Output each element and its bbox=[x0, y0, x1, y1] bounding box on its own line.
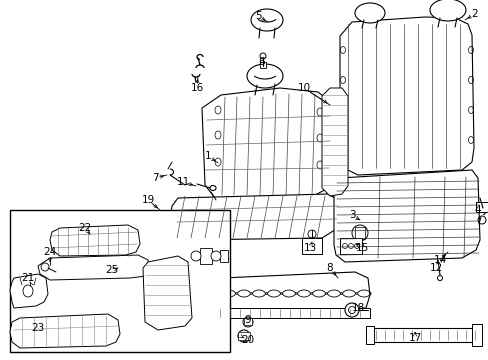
Ellipse shape bbox=[354, 3, 384, 23]
Text: 15: 15 bbox=[355, 243, 368, 253]
Text: 20: 20 bbox=[241, 335, 254, 345]
Text: 1: 1 bbox=[204, 151, 211, 161]
Bar bbox=[365, 326, 373, 344]
Bar bbox=[244, 318, 251, 325]
Bar bbox=[354, 227, 364, 239]
Bar bbox=[260, 62, 265, 68]
Ellipse shape bbox=[250, 9, 283, 31]
Ellipse shape bbox=[351, 225, 367, 241]
Polygon shape bbox=[10, 274, 48, 308]
Text: 24: 24 bbox=[43, 247, 57, 257]
Text: 19: 19 bbox=[141, 195, 154, 205]
Text: 9: 9 bbox=[244, 315, 251, 325]
Text: 14: 14 bbox=[432, 255, 446, 265]
Polygon shape bbox=[38, 255, 150, 280]
Bar bbox=[220, 250, 227, 262]
Text: 8: 8 bbox=[326, 263, 333, 273]
Ellipse shape bbox=[348, 306, 355, 314]
Bar bbox=[200, 248, 212, 264]
Text: 25: 25 bbox=[105, 265, 119, 275]
Ellipse shape bbox=[246, 64, 283, 88]
Ellipse shape bbox=[41, 263, 49, 271]
Polygon shape bbox=[202, 88, 331, 202]
Bar bbox=[238, 332, 249, 340]
Text: 12: 12 bbox=[428, 263, 442, 273]
Ellipse shape bbox=[238, 330, 249, 342]
Polygon shape bbox=[321, 88, 347, 196]
Polygon shape bbox=[170, 194, 339, 240]
Text: 10: 10 bbox=[297, 83, 310, 93]
Text: 2: 2 bbox=[471, 9, 477, 19]
Bar bbox=[10, 210, 229, 352]
Text: 3: 3 bbox=[348, 210, 355, 220]
Text: 17: 17 bbox=[407, 333, 421, 343]
Text: 11: 11 bbox=[176, 177, 189, 187]
Polygon shape bbox=[205, 272, 369, 315]
Text: 18: 18 bbox=[351, 303, 364, 313]
Text: 23: 23 bbox=[31, 323, 44, 333]
Bar bbox=[339, 238, 361, 254]
Polygon shape bbox=[10, 314, 120, 348]
Bar bbox=[302, 238, 321, 254]
Polygon shape bbox=[142, 256, 192, 330]
Ellipse shape bbox=[260, 53, 265, 59]
Text: 6: 6 bbox=[258, 57, 265, 67]
Bar bbox=[471, 324, 481, 346]
Text: 5: 5 bbox=[254, 11, 261, 21]
Ellipse shape bbox=[210, 251, 221, 261]
Text: 13: 13 bbox=[303, 243, 316, 253]
Bar bbox=[475, 202, 487, 212]
Polygon shape bbox=[339, 17, 473, 175]
Bar bbox=[215, 308, 369, 318]
Text: 4: 4 bbox=[474, 205, 480, 215]
Ellipse shape bbox=[243, 317, 252, 327]
Polygon shape bbox=[333, 170, 479, 262]
Text: 7: 7 bbox=[151, 173, 158, 183]
Ellipse shape bbox=[429, 0, 465, 21]
Text: 22: 22 bbox=[78, 223, 91, 233]
Polygon shape bbox=[50, 225, 140, 256]
Text: 16: 16 bbox=[190, 83, 203, 93]
Text: 21: 21 bbox=[21, 273, 35, 283]
Ellipse shape bbox=[191, 251, 201, 261]
Ellipse shape bbox=[345, 303, 358, 317]
Bar bbox=[369, 328, 477, 342]
